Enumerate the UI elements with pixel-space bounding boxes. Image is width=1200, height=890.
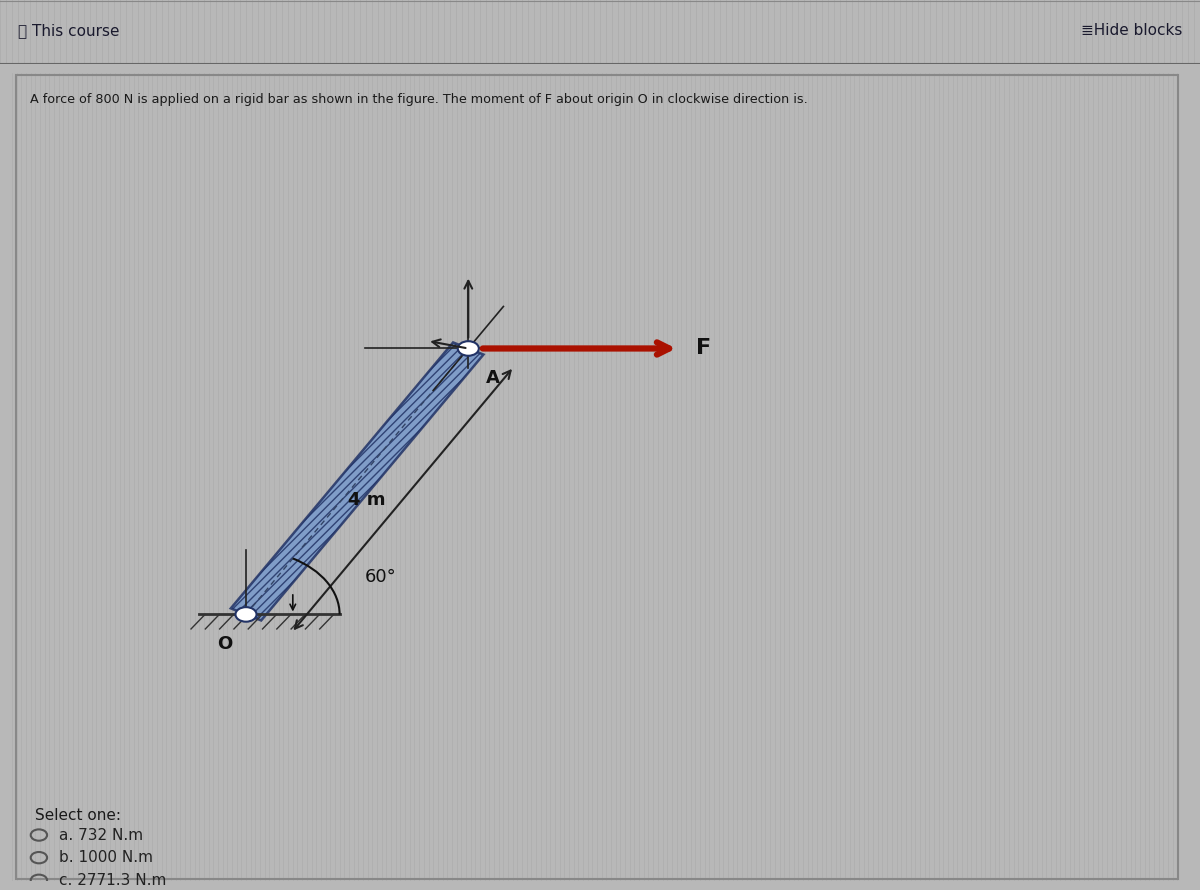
Text: 4 m: 4 m xyxy=(348,490,385,508)
Text: ⛳ This course: ⛳ This course xyxy=(18,23,120,38)
Text: F: F xyxy=(696,338,712,359)
Text: A: A xyxy=(486,368,499,386)
Text: Select one:: Select one: xyxy=(36,808,121,823)
Text: A force of 800 N is applied on a rigid bar as shown in the figure. The moment of: A force of 800 N is applied on a rigid b… xyxy=(30,93,808,106)
Circle shape xyxy=(457,341,479,356)
Text: 60°: 60° xyxy=(365,568,397,587)
Text: a. 732 N.m: a. 732 N.m xyxy=(59,828,143,843)
Text: ≣Hide blocks: ≣Hide blocks xyxy=(1081,23,1182,38)
Circle shape xyxy=(235,607,257,622)
Text: c. 2771.3 N.m: c. 2771.3 N.m xyxy=(59,873,166,888)
Text: O: O xyxy=(217,635,232,652)
Polygon shape xyxy=(230,343,484,620)
Text: b. 1000 N.m: b. 1000 N.m xyxy=(59,850,152,865)
